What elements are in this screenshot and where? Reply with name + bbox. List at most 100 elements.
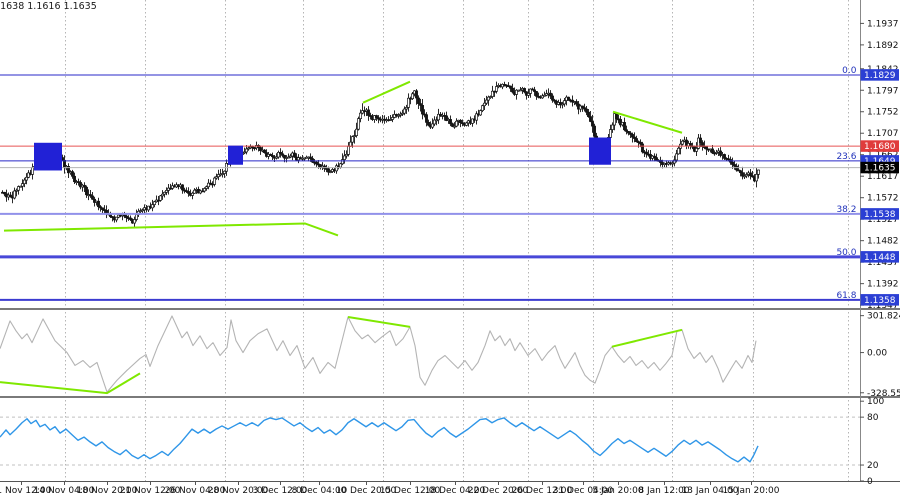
candle-body <box>489 96 492 98</box>
trendline-green[interactable] <box>612 110 683 134</box>
time-axis-label: 15 Jan 20:00 <box>723 486 780 496</box>
candle-body <box>125 215 128 219</box>
candle-body <box>223 170 226 174</box>
candle-body <box>421 105 424 115</box>
candle-body <box>711 148 714 154</box>
candle-body <box>243 151 246 154</box>
candle-body <box>731 161 734 165</box>
candle-body <box>135 214 138 220</box>
candle-body <box>453 125 456 128</box>
candle-body <box>705 146 708 150</box>
candle-body <box>487 96 490 101</box>
price-badge-label: 1.1538 <box>864 210 896 220</box>
candle-body <box>743 175 746 178</box>
rsi-axis-label: 80 <box>867 413 879 423</box>
candle-body <box>115 216 118 221</box>
candle-body <box>283 155 286 159</box>
candle-body <box>85 186 88 196</box>
candle-body <box>471 118 474 124</box>
price-badge-red[interactable] <box>860 140 900 152</box>
cci-axis-label: 0.00 <box>867 349 887 359</box>
candle-body <box>541 95 544 99</box>
candle-body <box>561 103 564 106</box>
candle-body <box>17 186 20 191</box>
candle-body <box>203 188 206 192</box>
candle-body <box>645 151 648 155</box>
candle-body <box>367 109 370 116</box>
candle-body <box>757 169 760 175</box>
time-axis-label: 8 Jan 12:00 <box>638 486 690 496</box>
time-axis-label: 21 Nov 12:00 <box>120 486 181 496</box>
trendline-green[interactable] <box>362 80 411 104</box>
candle-body <box>571 99 574 103</box>
trendline-green-cci[interactable] <box>347 315 411 328</box>
candle-body <box>159 195 162 201</box>
candle-body <box>247 147 250 150</box>
candle-body <box>9 194 12 198</box>
candle-body <box>83 184 86 188</box>
signal-rectangle[interactable] <box>589 137 611 165</box>
candle-body <box>23 179 26 184</box>
time-axis-label: 10 Dec 20:00 <box>336 486 397 496</box>
price-badge-blue[interactable] <box>860 69 900 81</box>
candle-body <box>733 164 736 167</box>
candle-body <box>641 143 644 153</box>
candle-body <box>509 85 512 89</box>
signal-rectangle[interactable] <box>228 145 243 165</box>
candle-body <box>389 119 392 121</box>
price-tick-label: 1.1437 <box>867 258 899 268</box>
price-badge-label: 1.1829 <box>864 71 896 81</box>
candle-body <box>493 90 496 93</box>
candle-body <box>277 152 280 158</box>
fib-level-label: 61.8 <box>836 291 856 301</box>
cci-indicator-line <box>0 315 757 393</box>
price-badge-blue[interactable] <box>860 251 900 263</box>
candle-body <box>97 200 100 208</box>
candle-body <box>529 88 532 94</box>
candle-body <box>583 107 586 110</box>
candle-body <box>105 210 108 214</box>
candle-body <box>615 113 618 120</box>
candle-body <box>593 125 596 137</box>
time-axis-label: 14 Nov 04:00 <box>34 486 95 496</box>
time-axis-label: 28 Nov 20:00 <box>208 486 269 496</box>
rsi-axis-label: 0 <box>867 477 873 487</box>
candle-body <box>575 101 578 105</box>
candle-body <box>415 90 418 99</box>
candle-body <box>245 148 248 153</box>
candle-body <box>699 137 702 143</box>
cci-axis-label: 301.8242 <box>867 312 900 322</box>
candle-body <box>511 87 514 93</box>
trendline-green-cci[interactable] <box>0 372 141 395</box>
price-tick-label: 1.1797 <box>867 86 899 96</box>
candle-body <box>3 191 6 195</box>
price-badge-blue[interactable] <box>860 155 900 167</box>
price-badge-blue[interactable] <box>860 294 900 306</box>
price-badge-black[interactable] <box>860 161 900 174</box>
candle-body <box>627 131 630 134</box>
trendline-green[interactable] <box>3 222 339 237</box>
candle-body <box>275 156 278 159</box>
trendline-green-cci[interactable] <box>611 328 683 348</box>
candle-body <box>611 124 614 130</box>
candle-body <box>375 115 378 119</box>
candle-body <box>417 97 420 104</box>
candle-body <box>151 204 154 209</box>
candle-body <box>589 116 592 122</box>
price-badge-blue[interactable] <box>860 208 900 220</box>
candle-body <box>329 171 332 173</box>
candle-body <box>515 89 518 95</box>
candle-body <box>21 183 24 187</box>
candle-body <box>581 105 584 109</box>
candle-body <box>449 119 452 125</box>
candle-body <box>459 119 462 124</box>
candle-body <box>425 114 428 123</box>
candle-body <box>739 170 742 173</box>
candle-body <box>543 94 546 97</box>
candle-body <box>755 173 758 182</box>
candle-body <box>697 137 700 149</box>
candle-body <box>715 152 718 154</box>
candle-body <box>269 153 272 156</box>
signal-rectangle[interactable] <box>34 142 62 171</box>
